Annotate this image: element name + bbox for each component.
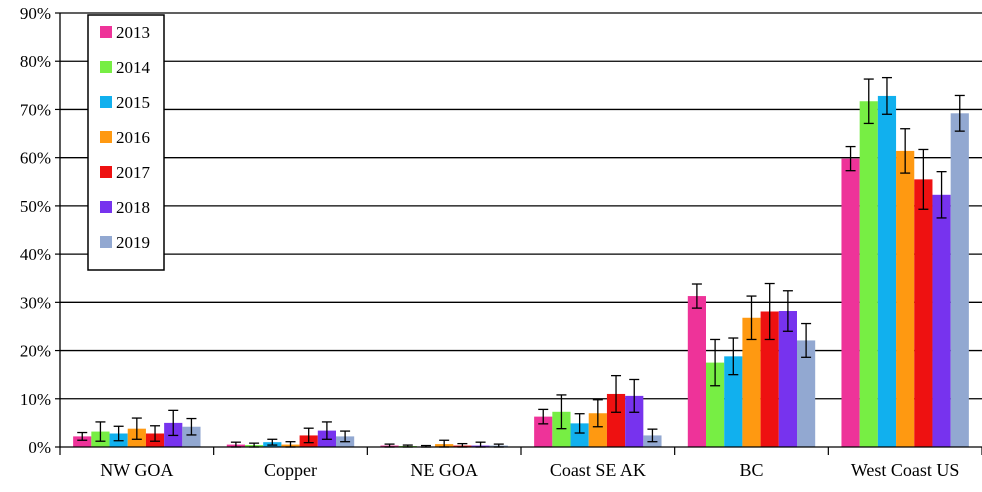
legend-label: 2017	[116, 163, 151, 182]
legend: 2013 2014 2015 2016 2017 2018 2019	[87, 14, 165, 271]
legend-label: 2013	[116, 23, 150, 42]
gridlines	[60, 12, 982, 400]
y-tick-label: 20%	[20, 342, 51, 361]
legend-label: 2018	[116, 198, 150, 217]
legend-swatch	[100, 96, 112, 108]
y-tick-label: 90%	[20, 4, 51, 23]
axes: 0% 10% 20% 30% 40% 50% 60% 70% 80% 90% NW GOA Coppe…	[20, 4, 982, 480]
y-tick-label: 0%	[28, 438, 51, 457]
bar	[877, 95, 897, 447]
bar	[859, 101, 878, 447]
bar	[706, 362, 725, 447]
legend-label: 2015	[116, 93, 150, 112]
bar	[588, 413, 607, 447]
bar	[932, 194, 951, 447]
legend-swatch	[100, 236, 112, 248]
y-tick-label: 80%	[20, 52, 51, 71]
y-tick-label: 10%	[20, 390, 51, 409]
y-tick-label: 50%	[20, 197, 51, 216]
legend-label: 2014	[116, 58, 151, 77]
bar	[797, 340, 816, 447]
x-tick-label: Copper	[264, 460, 317, 480]
x-tick-label: NE GOA	[410, 460, 478, 480]
bar	[687, 296, 706, 447]
error-bars	[77, 76, 965, 448]
bar	[742, 317, 761, 447]
bar	[896, 150, 915, 447]
bar	[552, 411, 571, 447]
bar	[760, 311, 779, 447]
legend-swatch	[100, 131, 112, 143]
legend-swatch	[100, 61, 112, 73]
x-tick-label: NW GOA	[100, 460, 173, 480]
x-tick-label: Coast SE AK	[550, 460, 646, 480]
bar	[625, 395, 644, 447]
y-tick-label: 40%	[20, 245, 51, 264]
bar	[570, 423, 589, 447]
y-tick-label: 70%	[20, 100, 51, 119]
bar	[606, 393, 626, 447]
legend-label: 2019	[116, 233, 150, 252]
x-tick-label: West Coast US	[851, 460, 960, 480]
bar	[724, 356, 743, 447]
legend-swatch	[100, 166, 112, 178]
y-tick-label: 30%	[20, 293, 51, 312]
x-tick-label: BC	[739, 460, 763, 480]
legend-swatch	[100, 26, 112, 38]
bar	[950, 113, 969, 448]
legend-swatch	[100, 201, 112, 213]
bar	[841, 158, 860, 447]
bar	[778, 311, 797, 447]
bar	[914, 179, 933, 447]
legend-label: 2016	[116, 128, 150, 147]
y-tick-label: 60%	[20, 149, 51, 168]
bars	[73, 95, 969, 448]
bar	[182, 426, 201, 447]
bar	[73, 436, 92, 447]
